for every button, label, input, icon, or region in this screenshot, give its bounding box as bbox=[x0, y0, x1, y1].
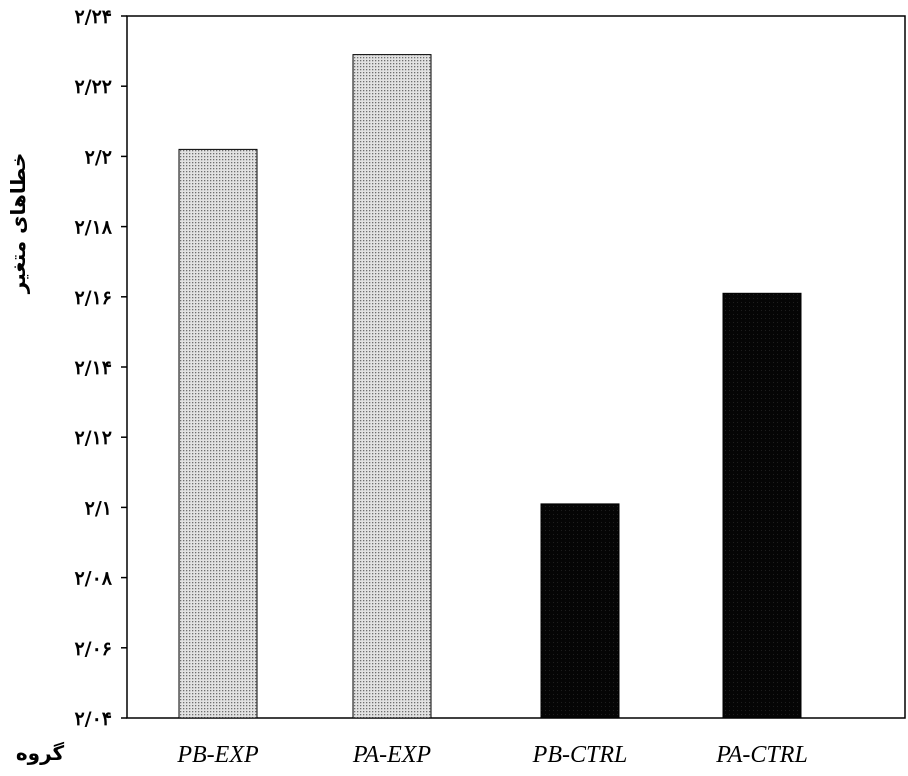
y-axis-ticks: ۲/۰۴ ۲/۰۶ ۲/۰۸ ۲/۱ ۲/۱۲ ۲/۱۴ ۲/۱۶ ۲/۱۸ ۲/۲ ۲/۲۲ ۲/… bbox=[74, 6, 127, 730]
y-tick-label: ۲/۱ bbox=[85, 497, 112, 519]
x-axis-title: گروه bbox=[16, 741, 65, 765]
x-tick-label: PA-EXP bbox=[352, 742, 432, 768]
bar-pa-exp bbox=[352, 54, 432, 719]
y-tick-label: ۲/۱۴ bbox=[74, 357, 112, 379]
y-tick-label: ۲/۲۴ bbox=[74, 6, 112, 28]
x-tick-label: PB-EXP bbox=[176, 742, 259, 768]
y-tick-label: ۲/۱۶ bbox=[74, 287, 112, 309]
y-tick-label: ۲/۱۸ bbox=[74, 217, 112, 239]
bars bbox=[178, 54, 802, 719]
x-axis-tick-labels: PB-EXP PA-EXP PB-CTRL PA-CTRL bbox=[176, 742, 807, 768]
y-tick-label: ۲/۰۶ bbox=[74, 638, 112, 660]
bar-pb-exp bbox=[178, 148, 258, 719]
bar-pb-ctrl bbox=[540, 503, 620, 719]
y-tick-label: ۲/۱۲ bbox=[74, 427, 112, 449]
y-tick-label: ۲/۲۲ bbox=[74, 76, 112, 98]
y-axis-title: خطاهای متغیر bbox=[6, 153, 30, 295]
x-tick-label: PA-CTRL bbox=[715, 742, 808, 768]
y-tick-label: ۲/۰۴ bbox=[74, 708, 112, 730]
bar-pa-ctrl bbox=[722, 292, 802, 719]
y-tick-label: ۲/۰۸ bbox=[74, 568, 112, 590]
y-tick-label: ۲/۲ bbox=[85, 146, 112, 168]
x-tick-label: PB-CTRL bbox=[532, 742, 628, 768]
